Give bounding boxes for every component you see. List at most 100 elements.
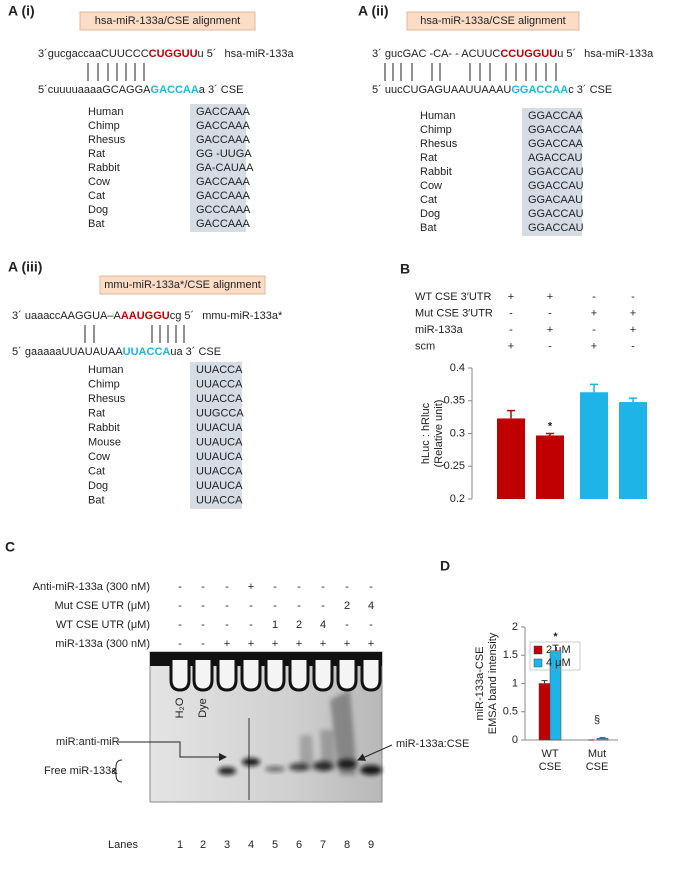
gel-well — [192, 660, 214, 692]
condition-cell: - — [178, 619, 182, 631]
alignment-title: hsa-miR-133a/CSE alignment — [95, 15, 241, 27]
alignment-title: mmu-miR-133a*/CSE alignment — [104, 279, 261, 291]
condition-cell: - — [509, 307, 513, 319]
condition-cell: - — [548, 340, 552, 352]
panel-label: A (i) — [8, 3, 35, 19]
species: Chimp — [420, 124, 452, 136]
condition-cell: + — [630, 307, 636, 319]
sequence-part: CUGGUU — [149, 48, 198, 60]
condition-cell: - — [509, 324, 513, 336]
sequence: UUACUA — [196, 422, 243, 434]
lane-number: 1 — [177, 839, 183, 851]
title-box — [79, 11, 256, 31]
panel-label: C — [5, 539, 15, 555]
lane-number: 3 — [224, 839, 230, 851]
sequence: GGACCAU — [528, 222, 584, 234]
condition-cell: - — [178, 581, 182, 593]
species: Chimp — [88, 120, 120, 132]
species: Cow — [88, 451, 110, 463]
gel-well — [312, 660, 334, 692]
sequence: GA-CAUAA — [196, 162, 254, 174]
error-bar — [541, 680, 548, 684]
bar — [536, 435, 564, 499]
error-bar — [629, 397, 637, 403]
sequence: UUACCA — [196, 465, 243, 477]
sequence-part: ua 3´ CSE — [170, 346, 221, 358]
alignment-title: hsa-miR-133a/CSE alignment — [420, 15, 566, 27]
y-axis-label: hLuc : hRluc — [420, 402, 432, 464]
category-note: § — [594, 714, 600, 726]
gel-well — [360, 660, 382, 692]
sequence: GGACCAU — [528, 208, 584, 220]
legend-swatch — [533, 645, 543, 655]
sequence-part: a 3´ CSE — [199, 84, 244, 96]
sequence-part: UUACCA — [123, 346, 171, 358]
error-bar — [546, 432, 554, 436]
species: Rabbit — [88, 162, 120, 174]
mirna-name: hsa-miR-133a — [584, 48, 654, 60]
annotation: miR-133a:CSE — [396, 738, 469, 750]
species: Human — [88, 364, 123, 376]
sequence-part: 5´cuuuuaaaaGCAGGA — [38, 84, 151, 96]
y-tick-label: 0.3 — [450, 427, 465, 439]
condition-cell: + — [368, 638, 374, 650]
condition-cell: + — [591, 307, 597, 319]
species: Human — [420, 110, 455, 122]
condition-label: WT CSE 3′UTR — [415, 291, 491, 303]
species: Chimp — [88, 378, 120, 390]
conserved-box — [522, 108, 582, 236]
title-box — [406, 11, 580, 31]
sequence: UUACCA — [196, 364, 243, 376]
condition-cell: - — [321, 600, 325, 612]
species: Cow — [420, 180, 442, 192]
target-line: 5´cuuuuaaaaGCAGGAGACCAAa 3´ CSE — [38, 84, 243, 96]
condition-label: miR-133a — [415, 324, 464, 336]
sequence-part: cg 5´ — [170, 310, 194, 322]
gel-band — [360, 765, 382, 775]
annotation: miR:anti-miR — [56, 736, 120, 748]
sequence: GACCAAA — [196, 176, 250, 188]
sequence-part: 5´ uucCUGAGUAAUUAAAU — [372, 84, 511, 96]
sequence-part: 3´ gucGAC -CA- - ACUUC — [372, 48, 500, 60]
sequence-part: 3´ uaaaccAAGGUA–A — [12, 310, 121, 322]
c-arrows — [111, 741, 393, 783]
sequence-part: 5´ gaaaaaUUAUAUAA — [12, 346, 123, 358]
species: Rhesus — [88, 134, 126, 146]
lane-number: 9 — [368, 839, 374, 851]
lane-number: 5 — [272, 839, 278, 851]
condition-cell: + — [508, 291, 514, 303]
species: Cat — [88, 190, 105, 202]
legend-label: 4 μM — [546, 657, 571, 669]
conserved-box — [190, 104, 246, 232]
error-bar — [507, 409, 515, 419]
sequence: GACCAAA — [196, 190, 250, 202]
gel-well — [288, 660, 310, 692]
sequence-part: CCUGGUU — [500, 48, 557, 60]
y-tick-label: 1.5 — [503, 649, 518, 661]
sequence: UUACCA — [196, 378, 243, 390]
sequence: GCCCAAA — [196, 204, 251, 216]
condition-cell: - — [369, 619, 373, 631]
bar — [538, 683, 551, 741]
mirna-name: mmu-miR-133a* — [202, 310, 283, 322]
condition-cell: - — [201, 581, 205, 593]
lane-name: Dye — [197, 698, 209, 718]
condition-cell: + — [508, 340, 514, 352]
sequence: GG -UUGA — [196, 148, 252, 160]
lane-number: 8 — [344, 839, 350, 851]
condition-cell: - — [321, 581, 325, 593]
condition-label: miR-133a (300 nM) — [55, 638, 150, 650]
condition-cell: + — [272, 638, 278, 650]
sequence: GGACCAA — [528, 110, 584, 122]
condition-cell: 4 — [368, 600, 374, 612]
condition-cell: - — [273, 600, 277, 612]
condition-cell: - — [592, 291, 596, 303]
species: Mouse — [88, 436, 121, 448]
species: Rabbit — [420, 166, 452, 178]
gel-band — [218, 767, 236, 775]
condition-cell: - — [249, 600, 253, 612]
x-tick-label: Mut CSE — [586, 748, 609, 773]
condition-cell: + — [591, 340, 597, 352]
y-tick-label: 0.2 — [450, 493, 465, 505]
